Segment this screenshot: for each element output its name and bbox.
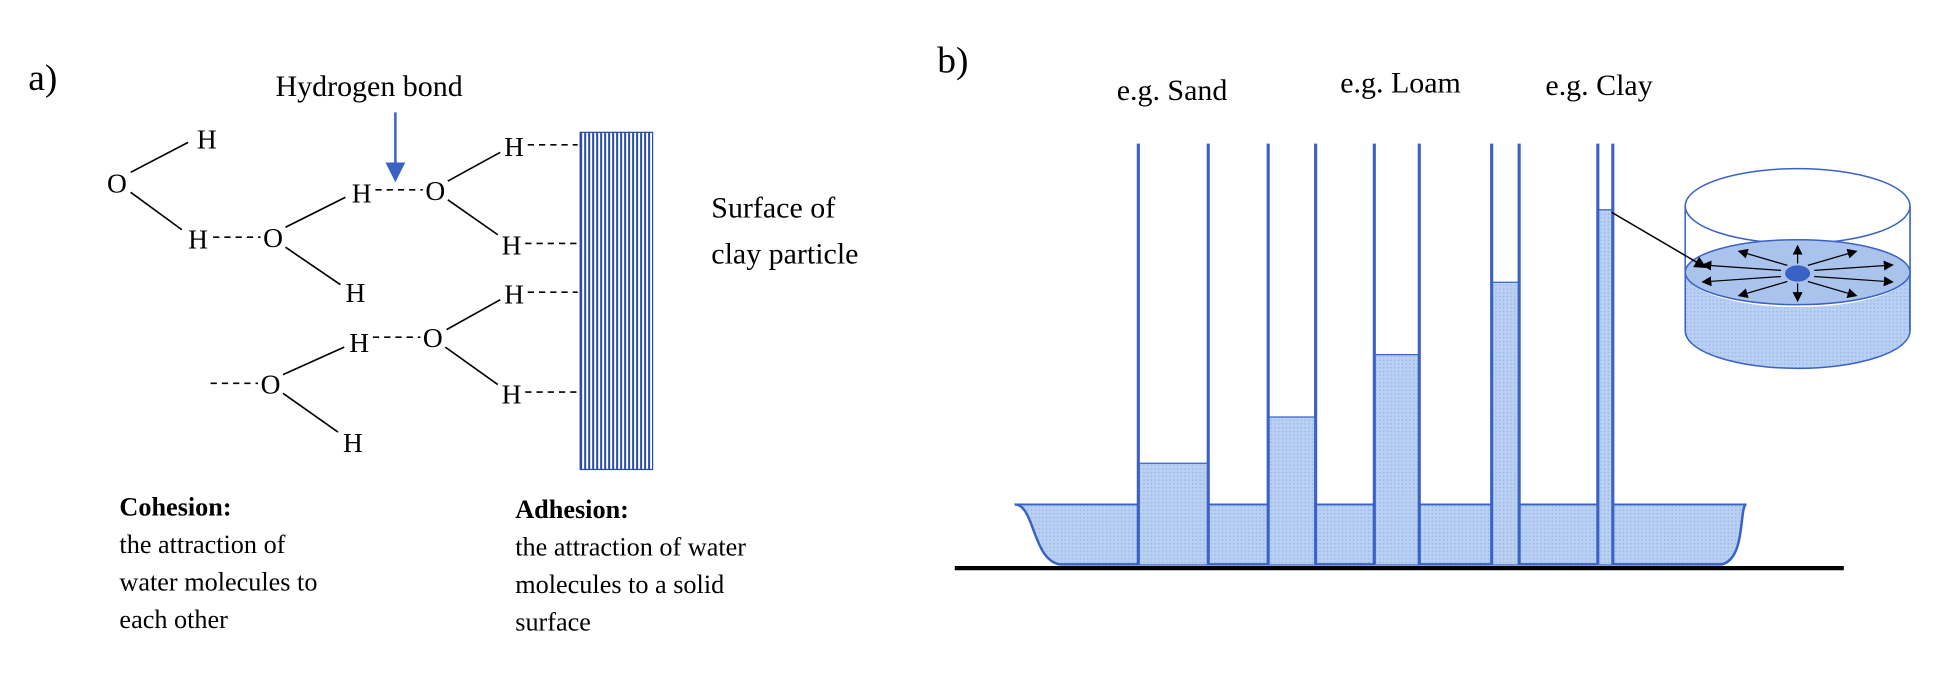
atom: H — [502, 379, 522, 409]
atom: O — [107, 168, 127, 198]
adhesion-text: the attraction of water — [515, 533, 746, 562]
tube-label: e.g. Loam — [1340, 66, 1461, 99]
atom: O — [423, 323, 443, 353]
panel-label: b) — [937, 40, 968, 81]
atom: O — [425, 176, 445, 206]
atom: H — [343, 428, 363, 458]
surface-label: clay particle — [711, 237, 858, 270]
atom: H — [188, 224, 208, 254]
atom: O — [261, 369, 281, 399]
atom: H — [346, 278, 366, 308]
capillary-water — [1374, 354, 1420, 565]
panel-label: a) — [28, 58, 57, 99]
capillary-water — [1138, 463, 1209, 565]
cohesion-text: each other — [119, 605, 228, 634]
bonds — [130, 141, 578, 433]
atom: H — [352, 178, 372, 208]
atom: O — [263, 223, 283, 253]
atom: H — [504, 279, 524, 309]
annotation: Hydrogen bond — [276, 70, 463, 103]
force-arrow — [1814, 260, 1894, 271]
capillary-water — [1268, 417, 1316, 565]
atom: H — [504, 132, 524, 162]
force-arrow — [1814, 275, 1894, 287]
atom: H — [349, 328, 369, 358]
adhesion-title: Adhesion: — [515, 495, 629, 524]
tube-label: e.g. Sand — [1117, 74, 1228, 107]
adhesion-text: surface — [515, 608, 591, 637]
force-arrow — [1701, 260, 1782, 271]
tube-label: e.g. Clay — [1545, 69, 1652, 102]
clay-particle — [579, 131, 654, 471]
atom: H — [502, 231, 522, 261]
tubes — [1136, 143, 1615, 565]
cohesion-text: water molecules to — [119, 568, 317, 597]
capillary-water — [1597, 209, 1613, 565]
tray-edge — [1014, 503, 1748, 566]
force-arrow — [1807, 280, 1858, 299]
panel-b: b) e.g. Sand e.g. Loam e.g. Clay — [937, 40, 1911, 571]
force-arrow — [1737, 248, 1788, 266]
inset — [1611, 167, 1911, 370]
force-arrow — [1807, 248, 1858, 266]
cohesion-text: the attraction of — [119, 530, 285, 559]
adhesion-text: molecules to a solid — [515, 570, 724, 599]
cohesion-title: Cohesion: — [119, 493, 231, 522]
force-arrow — [1701, 275, 1782, 287]
atom: H — [197, 125, 217, 155]
surface-label: Surface of — [711, 191, 835, 224]
force-arrow — [1737, 280, 1788, 299]
capillary-water — [1491, 282, 1520, 565]
